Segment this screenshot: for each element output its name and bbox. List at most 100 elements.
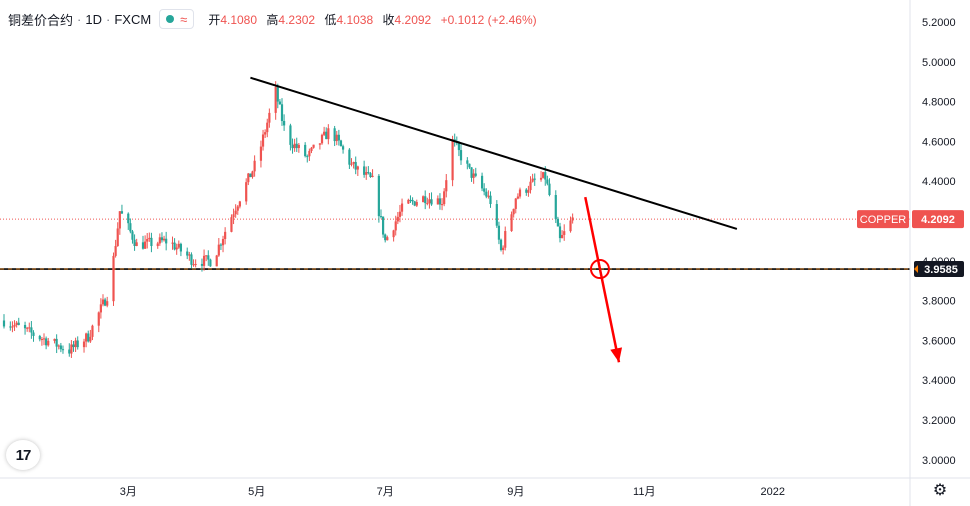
candle [320,133,324,145]
candle [202,249,206,271]
candle [424,190,427,210]
candle [283,114,286,131]
trendline[interactable] [250,76,738,230]
candle-body [274,87,277,113]
candle [9,321,12,331]
support-level-tag: 3.9585 [914,261,964,278]
candle [297,143,300,153]
candle-body [354,162,357,170]
status-pill[interactable]: ≈ [159,9,195,29]
candle-body [232,214,235,218]
candle-body [369,173,372,177]
candle [120,204,124,214]
candle [82,338,86,353]
candle-body [436,198,439,205]
gear-icon[interactable]: ⚙ [932,482,948,499]
candle-body [352,162,355,164]
breakout-marker[interactable] [589,259,610,280]
time-tick-label: 7月 [377,486,394,498]
candle-body [426,203,429,205]
candle-body [304,144,307,157]
candle-body [466,160,469,164]
candle-body [15,322,18,325]
candle [365,166,368,180]
wave-icon: ≈ [180,11,188,27]
candle-body [497,225,501,240]
candle [236,205,239,215]
candle-body [394,221,397,231]
candle [188,251,191,261]
time-tick-label: 5月 [248,486,265,498]
candle [451,135,454,187]
candle [291,138,294,154]
candle-body [2,320,6,327]
candle [135,238,138,247]
candle-body [158,237,161,244]
candle-body [457,143,461,151]
candle-body [165,238,168,244]
candle [55,334,58,354]
candle-body [9,326,12,328]
current-price-tag-bg [912,210,964,229]
candle [295,137,298,152]
candle-body [266,122,269,133]
candle [17,317,20,326]
candle [396,212,399,225]
candle [91,324,94,341]
candle [11,321,14,333]
candle-body [312,144,315,148]
candle [304,142,307,158]
candle [379,209,383,219]
candle-body [398,211,402,217]
candle [430,192,433,206]
candle [127,212,130,230]
symbol-name[interactable]: 铜差价合约 [8,12,74,28]
candle [219,243,223,250]
candle [53,338,56,344]
projection-arrow-line[interactable] [584,196,621,363]
candle-body [480,175,484,189]
price-tick-label: 3.8000 [922,296,956,308]
candle-body [162,238,166,241]
candle [70,340,73,358]
candle-body [472,173,475,178]
candle-body [367,172,370,174]
candle [74,337,77,352]
candle [205,255,208,262]
candle-body [335,134,338,142]
candle [487,190,490,199]
candle [495,200,498,228]
candle [407,198,410,204]
candle [348,148,351,169]
time-axis[interactable]: 3月 5月 7月 9月 11月 2022 [120,486,785,498]
candle [26,326,29,332]
interval-label[interactable]: 1D [85,11,102,27]
tradingview-logo[interactable]: 17 [6,440,40,470]
price-tick-label: 5.2000 [922,17,956,29]
candle [177,240,180,249]
candle-body [487,195,490,197]
candle-body [333,128,336,142]
candle-body [72,344,75,348]
candle-body [384,234,387,241]
candle-body [194,263,197,265]
candle [308,148,311,162]
candle [369,172,372,178]
candle-body [116,228,119,247]
candle-body [251,171,254,178]
candle [144,235,147,249]
candle [150,232,153,253]
candle-body [293,143,296,149]
candle [384,233,387,243]
level-tag-arrow-icon [914,265,918,274]
candle-body [297,144,300,149]
candle [510,211,513,232]
candle-body [413,201,416,206]
price-axis[interactable]: 5.20005.00004.80004.60004.40004.20004.00… [922,17,956,467]
candle [438,193,442,210]
current-price-tag: COPPER 4.2092 [857,210,964,229]
market-open-dot-icon [166,15,175,23]
candle [415,199,418,208]
candle-body [365,172,368,175]
